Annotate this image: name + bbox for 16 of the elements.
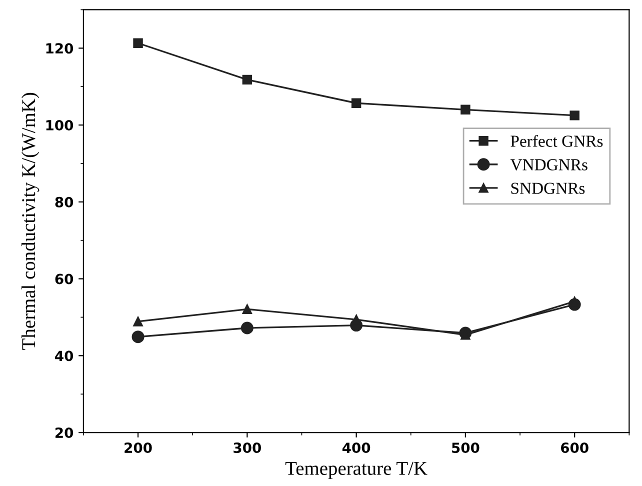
x-axis-title: Temeperature T/K xyxy=(285,462,428,479)
y-tick-label: 20 xyxy=(56,428,74,438)
x-tick-label: 400 xyxy=(342,442,370,454)
legend-label: VNDGNRs xyxy=(510,159,588,170)
y-axis-title: Thermal conductivity K/(W/mK) xyxy=(22,92,40,350)
y-tick-label: 80 xyxy=(55,196,74,208)
x-tick-label: 300 xyxy=(234,442,261,454)
x-tick-label: 500 xyxy=(452,442,480,454)
y-tick-label: 40 xyxy=(55,350,74,362)
y-tick-label: 120 xyxy=(46,43,74,54)
y-tick-label: 100 xyxy=(46,120,74,131)
legend-label: Perfect GNRs xyxy=(510,134,603,147)
y-tick-label: 60 xyxy=(55,274,74,284)
legend-label: SNDGNRs xyxy=(511,182,585,194)
x-tick-label: 200 xyxy=(124,442,152,454)
x-tick-label: 600 xyxy=(560,442,588,454)
